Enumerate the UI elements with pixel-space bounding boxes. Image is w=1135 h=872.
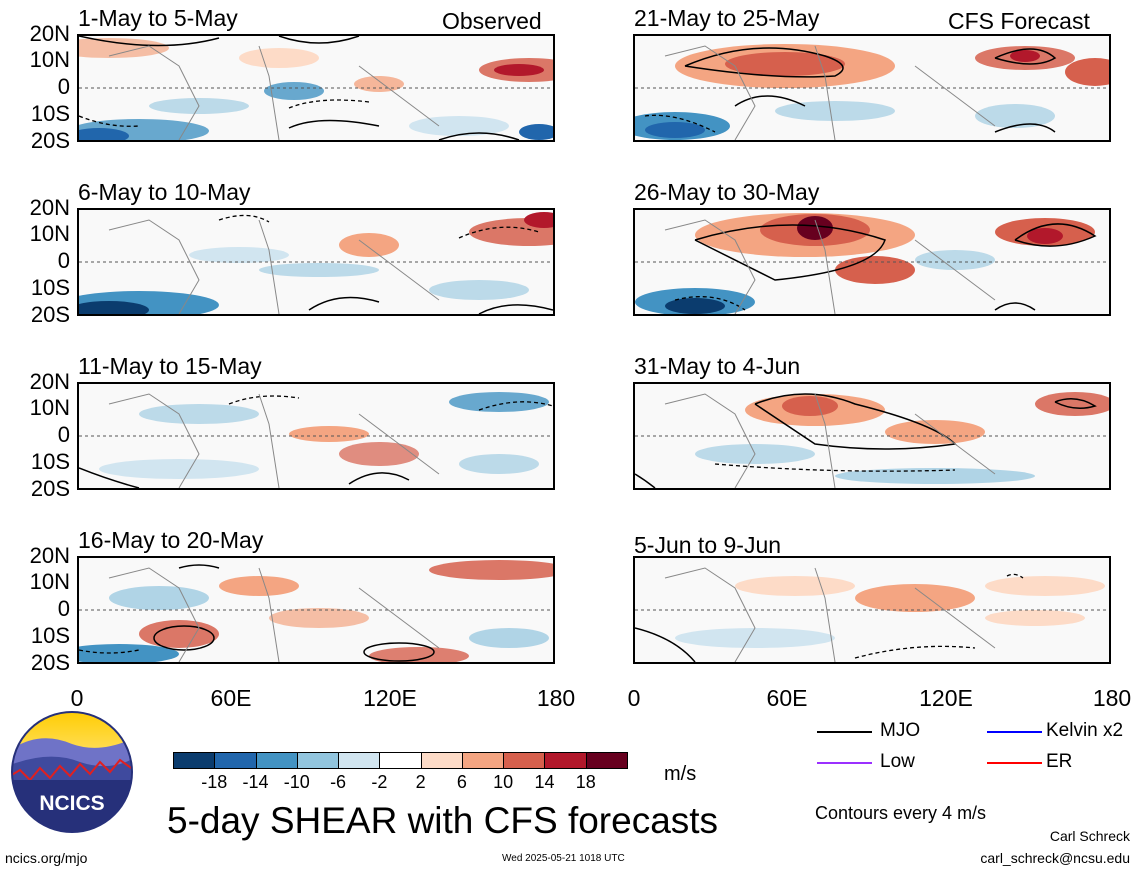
map-panel-7: [633, 382, 1111, 490]
footer-author: Carl Schreck: [1049, 828, 1130, 844]
panel-title-5: 21-May to 25-May: [634, 5, 820, 31]
panel-title-8: 5-Jun to 9-Jun: [634, 532, 782, 558]
shear-map-6: [635, 210, 1109, 314]
map-panel-8: [633, 556, 1111, 664]
map-panel-5: [633, 34, 1111, 142]
lat-label-row4-20n: 20N: [29, 543, 70, 568]
shear-map-5: [635, 36, 1109, 140]
footer-site: ncics.org/mjo: [5, 850, 88, 866]
colorbar-swatch: [255, 752, 298, 769]
lat-label-row1-20n: 20N: [29, 21, 70, 46]
lat-label-row3-20s: 20S: [30, 476, 70, 501]
lat-label-row3-0: 0: [57, 422, 70, 447]
shear-map-7: [635, 384, 1109, 488]
panel-title-2: 6-May to 10-May: [78, 179, 251, 205]
colorbar-tick-label: -14: [242, 772, 269, 792]
colorbar-tick-label: 10: [493, 772, 514, 792]
map-panel-6: [633, 208, 1111, 316]
colorbar-swatch: [173, 752, 216, 769]
logo-text: NCICS: [39, 792, 104, 815]
colorbar-tick-label: -18: [201, 772, 228, 792]
colorbar-tick-label: -10: [283, 772, 310, 792]
shear-map-1: [79, 36, 553, 140]
shear-map-2: [79, 210, 553, 314]
colorbar-swatch: [379, 752, 422, 769]
colorbar-tick-label: -2: [371, 772, 388, 792]
lat-label-row2-20n: 20N: [29, 195, 70, 220]
colorbar-swatch: [503, 752, 546, 769]
ncics-logo: NCICS: [10, 710, 134, 834]
colorbar-unit: m/s: [664, 763, 697, 785]
lon-label-120e-right: 120E: [919, 685, 973, 711]
colorbar-swatch: [420, 752, 463, 769]
lon-label-0: 0: [70, 685, 84, 711]
legend-low-line: [817, 762, 872, 764]
colorbar-tick-label: 18: [575, 772, 596, 792]
colorbar-tick-label: 2: [415, 772, 426, 792]
panel-title-3: 11-May to 15-May: [78, 353, 262, 379]
legend-kelvin-label: Kelvin x2: [1046, 720, 1124, 741]
shear-map-4: [79, 558, 553, 662]
colorbar-tick-label: -6: [330, 772, 347, 792]
lon-label-0-right: 0: [627, 685, 641, 711]
colorbar-tick-label: 14: [534, 772, 555, 792]
lat-label-row3-10s: 10S: [30, 449, 70, 474]
lon-label-180: 180: [536, 685, 576, 711]
lat-label-row2-10n: 10N: [29, 221, 70, 246]
legend-mjo-label: MJO: [880, 720, 921, 741]
lat-label-row4-0: 0: [57, 596, 70, 621]
colorbar: [173, 752, 628, 769]
panel-title-4: 16-May to 20-May: [78, 527, 264, 553]
colorbar-swatch: [214, 752, 257, 769]
lat-label-row1-10n: 10N: [29, 47, 70, 72]
colorbar-swatch: [585, 752, 628, 769]
lat-label-row2-0: 0: [57, 248, 70, 273]
lat-label-row1-20s: 20S: [30, 128, 70, 153]
colorbar-tick-label: 6: [456, 772, 467, 792]
legend-low-label: Low: [880, 751, 915, 772]
legend-mjo-line: [817, 731, 872, 733]
colorbar-swatch: [544, 752, 587, 769]
colorbar-labels: -18 -14 -10 -6 -2 2 6 10 14 18: [173, 773, 627, 793]
legend-er-line: [987, 762, 1042, 764]
lon-label-60e: 60E: [210, 685, 252, 711]
lat-label-row4-10s: 10S: [30, 623, 70, 648]
contour-note: Contours every 4 m/s: [815, 803, 987, 823]
observed-label: Observed: [442, 8, 542, 34]
shear-map-8: [635, 558, 1109, 662]
cfs-forecast-label: CFS Forecast: [948, 8, 1090, 34]
lat-label-row3-20n: 20N: [29, 369, 70, 394]
lat-label-row2-20s: 20S: [30, 302, 70, 327]
colorbar-swatch: [461, 752, 505, 769]
colorbar-swatch: [338, 752, 381, 769]
panel-title-1: 1-May to 5-May: [78, 5, 238, 31]
lat-label-row1-0: 0: [57, 74, 70, 99]
lat-label-row4-10n: 10N: [29, 569, 70, 594]
lat-label-row2-10s: 10S: [30, 275, 70, 300]
lon-label-180-right: 180: [1092, 685, 1132, 711]
legend-er-label: ER: [1046, 751, 1073, 772]
ncics-logo-icon: NCICS: [11, 711, 133, 833]
lat-label-row3-10n: 10N: [29, 395, 70, 420]
colorbar-swatch: [296, 752, 340, 769]
legend-kelvin-line: [987, 731, 1042, 733]
map-panel-1: [77, 34, 555, 142]
lon-label-120e: 120E: [363, 685, 417, 711]
lat-label-row4-20s: 20S: [30, 650, 70, 675]
lat-label-row1-10s: 10S: [30, 101, 70, 126]
panel-title-6: 26-May to 30-May: [634, 179, 820, 205]
map-panel-3: [77, 382, 555, 490]
panel-title-7: 31-May to 4-Jun: [634, 353, 801, 379]
map-panel-2: [77, 208, 555, 316]
map-panel-4: [77, 556, 555, 664]
footer-email: carl_schreck@ncsu.edu: [980, 850, 1130, 866]
shear-map-3: [79, 384, 553, 488]
main-title: 5-day SHEAR with CFS forecasts: [167, 800, 719, 841]
footer-timestamp: Wed 2025-05-21 1018 UTC: [502, 853, 625, 864]
lon-label-60e-right: 60E: [766, 685, 808, 711]
